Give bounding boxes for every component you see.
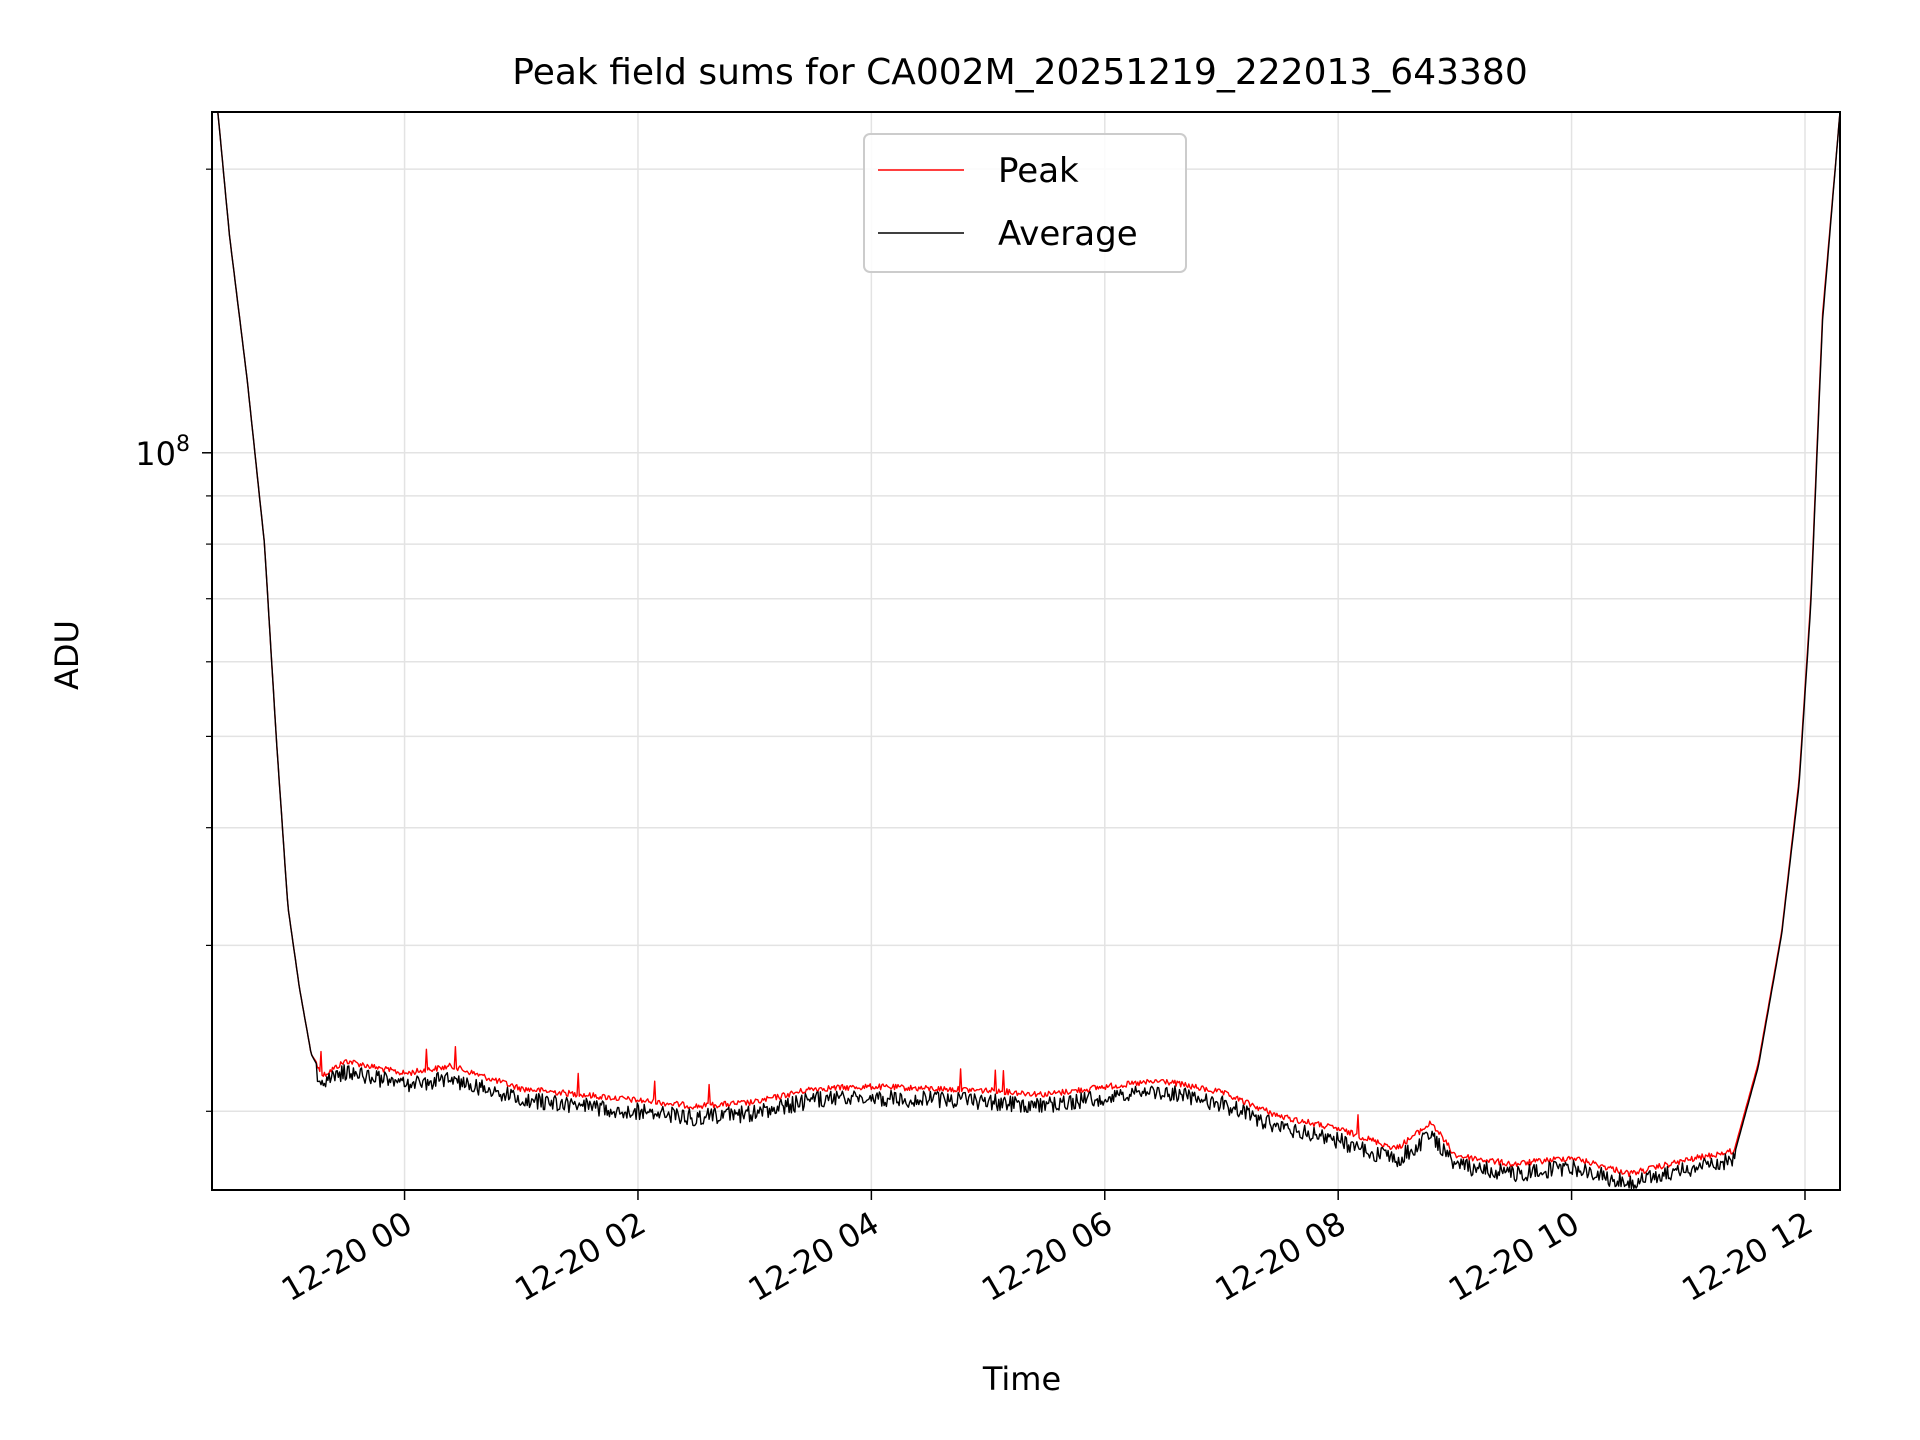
x-axis-label: Time	[982, 1360, 1061, 1398]
y-axis-ticks: 108	[135, 168, 212, 1112]
legend: Peak Average	[863, 133, 1187, 273]
series-line-peak	[217, 112, 1840, 1178]
legend-peak-label: Peak	[998, 151, 1079, 191]
plot-frame	[211, 111, 1841, 1191]
y-axis-label: ADU	[48, 620, 86, 690]
legend-box	[863, 133, 1187, 273]
chart-title: Peak field sums for CA002M_20251219_2220…	[512, 52, 1527, 93]
y-tick-label: 108	[135, 432, 190, 473]
legend-average-label: Average	[998, 214, 1138, 254]
grid	[212, 112, 1840, 1190]
series-layer	[217, 112, 1840, 1190]
series-line-average	[217, 112, 1840, 1190]
